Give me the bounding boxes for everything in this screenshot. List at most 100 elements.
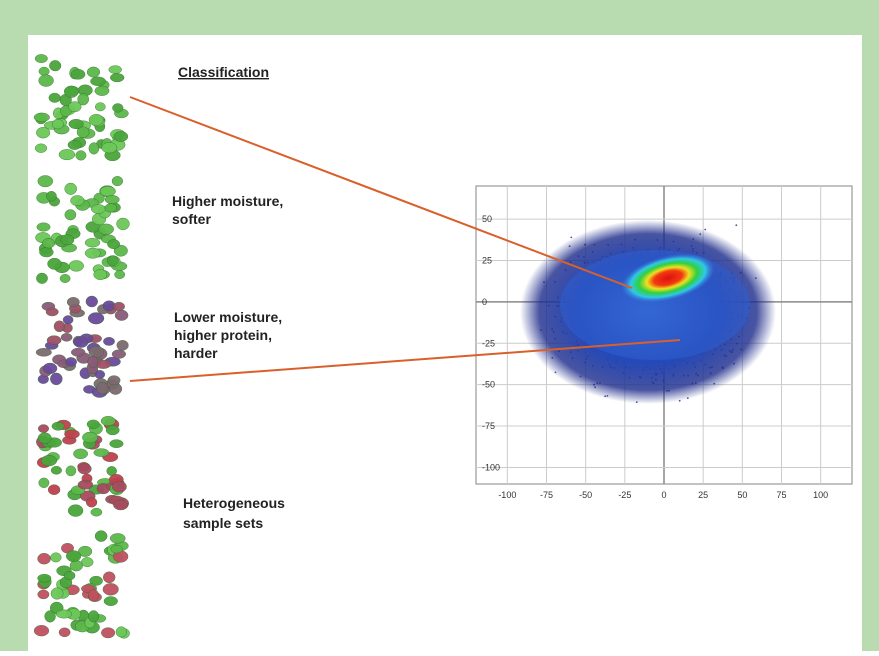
grain — [65, 210, 76, 221]
grain — [51, 553, 62, 562]
x-tick-label: 100 — [813, 490, 828, 500]
grain — [66, 466, 76, 476]
grain — [43, 363, 57, 374]
grain — [34, 625, 49, 636]
grain — [85, 248, 100, 258]
grain — [100, 186, 116, 196]
grain — [115, 270, 125, 278]
grain — [46, 308, 58, 316]
x-tick-label: -50 — [579, 490, 592, 500]
grain — [109, 66, 122, 74]
grain — [112, 350, 126, 359]
grain — [97, 382, 108, 394]
label-line: Lower moisture, — [174, 309, 282, 325]
grain — [51, 466, 62, 474]
grain — [41, 455, 57, 466]
grain — [91, 204, 105, 213]
grain — [89, 143, 99, 155]
grain — [110, 440, 124, 448]
label-line: softer — [172, 211, 211, 227]
grain — [64, 571, 75, 580]
grain — [64, 86, 78, 98]
grain — [69, 119, 84, 129]
grain — [117, 340, 129, 350]
y-tick-label: -50 — [482, 380, 495, 390]
grain — [42, 238, 54, 248]
x-tick-label: 0 — [661, 490, 666, 500]
grain — [86, 497, 97, 507]
grain — [106, 425, 119, 435]
grain — [61, 235, 74, 246]
grain — [37, 223, 50, 232]
y-tick-label: -100 — [482, 462, 500, 472]
grain — [110, 73, 124, 82]
grain — [112, 176, 123, 186]
grain — [38, 574, 52, 582]
grain — [115, 310, 128, 321]
grain — [47, 336, 61, 345]
grain — [35, 54, 47, 62]
grain — [49, 93, 61, 102]
y-tick-label: 25 — [482, 256, 492, 266]
grain — [98, 224, 113, 235]
x-tick-label: -100 — [498, 490, 516, 500]
grain — [82, 432, 97, 443]
grain — [61, 333, 72, 341]
grain — [67, 297, 79, 307]
grain — [87, 420, 100, 429]
grain — [96, 360, 111, 369]
grain — [76, 151, 86, 161]
grain — [71, 69, 85, 79]
grain — [56, 610, 72, 618]
grain — [63, 315, 73, 324]
grain — [89, 346, 104, 358]
grain — [88, 590, 98, 602]
label: Classification — [178, 64, 269, 80]
grain — [78, 464, 92, 475]
label-line: Heterogeneous — [183, 495, 285, 511]
grain — [103, 583, 119, 595]
grain — [70, 195, 84, 205]
grain — [39, 478, 49, 488]
grain — [39, 67, 49, 75]
y-tick-label: 50 — [482, 214, 492, 224]
grain — [65, 357, 76, 366]
grain — [114, 131, 128, 141]
grain — [45, 611, 56, 623]
grain — [64, 430, 79, 439]
grain — [107, 239, 119, 248]
grain — [52, 422, 64, 430]
grain — [90, 77, 105, 86]
grain — [108, 376, 120, 385]
grain — [36, 127, 50, 138]
grain — [85, 238, 100, 247]
grain — [52, 119, 63, 129]
grain — [113, 302, 124, 311]
grain — [89, 114, 103, 126]
grain — [86, 296, 98, 307]
grain — [68, 140, 81, 149]
grain — [107, 256, 118, 266]
grain — [104, 596, 118, 605]
grain — [51, 588, 63, 600]
x-tick-label: -25 — [618, 490, 631, 500]
grain — [38, 433, 51, 444]
x-tick-label: 25 — [698, 490, 708, 500]
grain — [35, 144, 47, 153]
grain — [38, 425, 49, 433]
grain — [116, 627, 127, 637]
grain — [36, 273, 47, 284]
label-line: Higher moisture, — [172, 193, 283, 209]
grain — [103, 337, 114, 345]
grain — [68, 102, 81, 112]
grain — [49, 60, 61, 71]
grain — [65, 183, 77, 195]
x-tick-label: 50 — [737, 490, 747, 500]
grain — [81, 557, 93, 566]
grain — [48, 485, 60, 495]
grain — [88, 356, 98, 368]
grain — [68, 505, 83, 517]
grain — [105, 204, 117, 212]
grain — [70, 560, 83, 571]
label-line: higher protein, — [174, 327, 272, 343]
